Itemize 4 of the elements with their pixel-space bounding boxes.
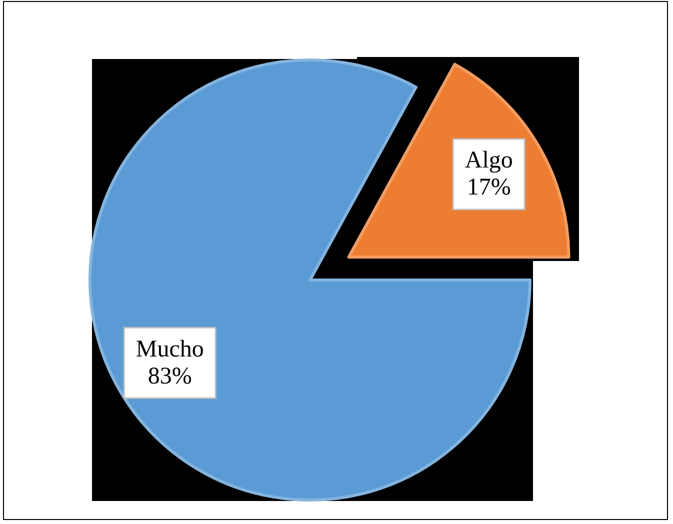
slice-label: Mucho xyxy=(136,336,204,362)
slice-label: Algo xyxy=(464,148,513,174)
data-label: 17% xyxy=(466,174,511,201)
data-label: 83% xyxy=(148,363,192,390)
